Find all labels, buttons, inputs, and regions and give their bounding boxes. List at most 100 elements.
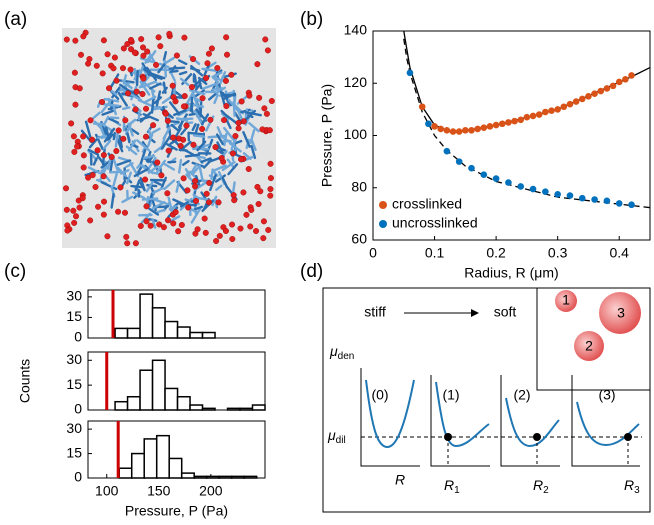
fiber bbox=[207, 92, 218, 101]
particle bbox=[143, 105, 150, 112]
particle bbox=[142, 176, 149, 183]
histogram-bar bbox=[193, 475, 208, 479]
particle bbox=[162, 110, 169, 117]
fiber bbox=[173, 109, 187, 117]
particle bbox=[212, 144, 219, 151]
histogram-bar bbox=[180, 472, 195, 479]
fiber bbox=[227, 163, 239, 176]
fiber bbox=[248, 122, 260, 133]
data-point bbox=[578, 95, 586, 103]
energy-curve bbox=[435, 381, 490, 448]
guide-line bbox=[447, 437, 629, 466]
x-tick-label: 0 bbox=[369, 245, 377, 261]
diagram-frame bbox=[322, 287, 651, 513]
particle bbox=[140, 75, 147, 82]
fiber bbox=[220, 109, 229, 118]
fiber bbox=[215, 86, 227, 95]
particle bbox=[70, 133, 77, 140]
particle bbox=[144, 48, 151, 55]
data-point bbox=[449, 128, 457, 135]
y-tick-label: 80 bbox=[351, 178, 367, 194]
fiber bbox=[141, 197, 159, 201]
particle bbox=[248, 206, 255, 213]
fiber bbox=[87, 148, 100, 156]
particle bbox=[117, 184, 124, 191]
particle bbox=[177, 142, 184, 149]
data-point bbox=[418, 103, 426, 111]
fiber bbox=[189, 67, 201, 72]
energy-curve bbox=[576, 401, 640, 447]
particle bbox=[100, 152, 107, 159]
data-point bbox=[585, 93, 592, 100]
fiber bbox=[193, 109, 204, 126]
fiber bbox=[116, 159, 131, 167]
fiber bbox=[146, 133, 154, 148]
particle bbox=[70, 207, 77, 214]
particle bbox=[254, 61, 261, 68]
fiber bbox=[197, 76, 208, 86]
particle bbox=[254, 183, 261, 190]
particle bbox=[178, 221, 185, 228]
fiber bbox=[153, 144, 165, 154]
particle bbox=[172, 209, 179, 216]
data-point bbox=[492, 175, 500, 182]
particle bbox=[87, 217, 94, 224]
fiber bbox=[137, 109, 141, 121]
fiber bbox=[117, 79, 135, 84]
fiber bbox=[212, 74, 224, 83]
fiber bbox=[139, 148, 147, 165]
fiber bbox=[100, 160, 111, 169]
fiber bbox=[139, 111, 152, 123]
fiber bbox=[138, 65, 144, 77]
fiber bbox=[202, 158, 213, 169]
y-tick-label: 15 bbox=[66, 376, 82, 392]
histogram-bar bbox=[205, 475, 220, 479]
fiber bbox=[122, 106, 131, 111]
x-axis-label: Radius, R (μm) bbox=[464, 265, 558, 281]
particle bbox=[72, 37, 79, 44]
fiber bbox=[109, 116, 120, 120]
fiber bbox=[147, 73, 163, 80]
particle bbox=[113, 148, 120, 155]
legend-label: crosslinked bbox=[392, 196, 462, 212]
fiber bbox=[193, 205, 204, 211]
particle bbox=[183, 122, 190, 129]
fiber bbox=[168, 66, 186, 70]
fiber bbox=[158, 205, 170, 209]
fiber bbox=[179, 201, 189, 208]
particle bbox=[204, 60, 211, 67]
particle bbox=[180, 103, 187, 110]
particle bbox=[218, 155, 225, 162]
energy-curve bbox=[365, 379, 415, 448]
fiber bbox=[116, 166, 128, 178]
histogram-bar bbox=[126, 395, 141, 411]
stage-label: (2) bbox=[513, 387, 530, 403]
particle bbox=[115, 208, 122, 215]
data-point bbox=[486, 123, 494, 130]
droplet-label: 3 bbox=[617, 305, 625, 321]
fiber bbox=[196, 140, 207, 152]
fiber bbox=[220, 112, 230, 121]
particle bbox=[229, 236, 236, 243]
particle bbox=[164, 190, 171, 197]
particle bbox=[203, 75, 210, 82]
data-point bbox=[443, 147, 451, 155]
equilibrium-point bbox=[533, 433, 541, 441]
y-tick-label: 0 bbox=[74, 469, 82, 485]
particle bbox=[100, 37, 107, 44]
fiber bbox=[146, 195, 150, 206]
particle bbox=[71, 219, 78, 226]
fiber bbox=[110, 193, 115, 209]
particle bbox=[113, 77, 120, 84]
fiber bbox=[221, 176, 229, 189]
fiber bbox=[194, 123, 200, 136]
fiber bbox=[225, 118, 232, 130]
particle bbox=[190, 56, 197, 63]
particle bbox=[223, 103, 230, 110]
particle bbox=[132, 106, 139, 113]
fiber bbox=[133, 168, 149, 178]
particle bbox=[92, 183, 99, 190]
equilibrium-point bbox=[624, 433, 632, 441]
particle bbox=[206, 199, 213, 206]
particle bbox=[138, 36, 145, 43]
